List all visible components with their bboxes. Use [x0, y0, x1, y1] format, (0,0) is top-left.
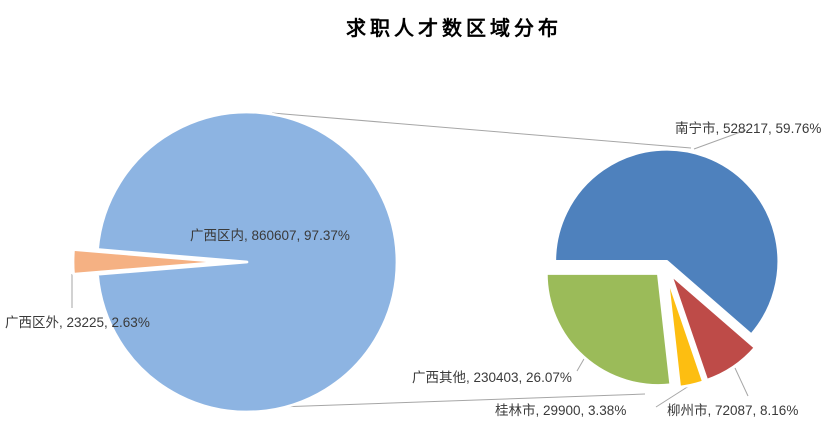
- chart-title: 求职人才数区域分布: [346, 18, 562, 40]
- slice-guilin: [665, 274, 705, 389]
- label-nanning: 南宁市, 528217, 59.76%: [675, 121, 822, 136]
- slice-nanning: [553, 147, 781, 337]
- label-guangxi-other: 广西其他, 230403, 26.07%: [412, 370, 572, 385]
- series-line-bottom: [277, 393, 646, 408]
- slice-guangxi-outside: [71, 248, 225, 276]
- label-guangxi-inside: 广西区内, 860607, 97.37%: [190, 228, 350, 243]
- leader-line-liuzhou: [734, 367, 749, 397]
- label-guangxi-outside: 广西区外, 23225, 2.63%: [5, 315, 150, 330]
- secondary-pie: [544, 147, 781, 389]
- leader-line-nanning: [693, 129, 747, 150]
- label-liuzhou: 柳州市, 72087, 8.16%: [667, 403, 799, 418]
- slice-guangxi-other: [544, 272, 673, 387]
- label-guilin: 桂林市, 29900, 3.38%: [495, 403, 627, 418]
- main-pie: [71, 110, 399, 414]
- leader-line-guilin: [655, 383, 693, 408]
- slice-liuzhou: [669, 272, 757, 382]
- slice-guangxi-inside: [96, 110, 399, 414]
- series-line-top: [271, 112, 692, 149]
